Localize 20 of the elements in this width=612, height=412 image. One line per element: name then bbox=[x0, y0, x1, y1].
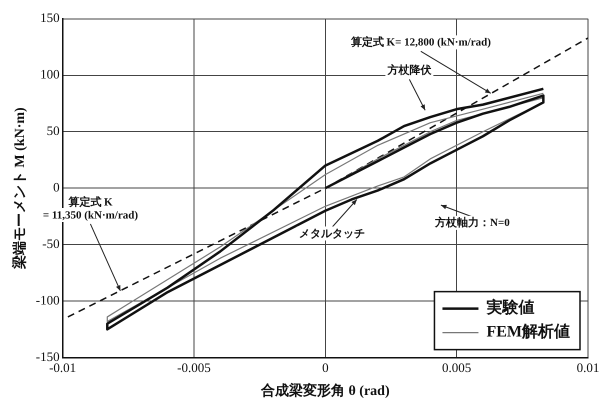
x-tick-label: -0.005 bbox=[177, 360, 211, 375]
y-axis-title: 梁端モーメント M (kN·m) bbox=[11, 106, 28, 270]
y-tick-label: 50 bbox=[46, 123, 60, 138]
y-tick-label: 0 bbox=[53, 180, 60, 195]
y-tick-label: -150 bbox=[36, 349, 60, 364]
y-tick-label: -100 bbox=[36, 292, 60, 308]
annotation: メタルタッチ bbox=[298, 228, 365, 240]
x-tick-label: 0 bbox=[322, 360, 329, 375]
x-axis-title: 合成梁変形角 θ (rad) bbox=[260, 382, 390, 400]
annotation: 方杖降伏 bbox=[386, 64, 432, 77]
x-tick-label: 0.01 bbox=[576, 360, 600, 375]
y-tick-label: 150 bbox=[40, 10, 60, 26]
x-tick-label: 0.005 bbox=[442, 360, 472, 375]
annotation: 算定式 K= 12,800 (kN·m/rad) bbox=[350, 36, 492, 49]
annotation: 算定式 K = 11,350 (kN·m/rad) bbox=[42, 195, 138, 222]
y-tick-label: 100 bbox=[40, 66, 60, 82]
y-tick-label: -50 bbox=[42, 236, 60, 252]
legend-label: FEM解析値 bbox=[486, 322, 570, 341]
annotation: 方杖軸力：N=0 bbox=[434, 216, 510, 230]
legend-label: 実験値 bbox=[485, 298, 534, 317]
